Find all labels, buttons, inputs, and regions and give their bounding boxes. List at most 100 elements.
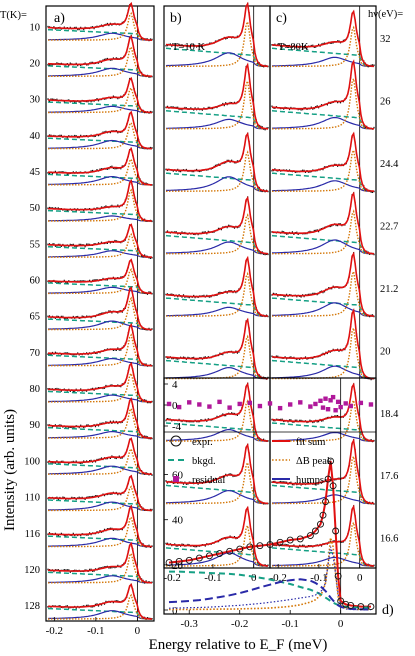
panel-c-hump-3 [272, 239, 375, 255]
panel-c-ab-peak-1 [272, 76, 374, 130]
panel-d-data-point-4 [205, 552, 213, 560]
panel-b-bkgd-6 [165, 422, 268, 442]
panel-d-series-humps [168, 578, 372, 611]
panel-c-ab-peak-2 [272, 148, 374, 192]
panel-a-bkgd-14 [47, 535, 152, 548]
panel-d-x-tick-label-1: -0.2 [231, 618, 248, 630]
panel-c-fit-8 [271, 504, 375, 567]
panel-d-legend-label-4: residual [192, 475, 225, 486]
panel-b-ab-peak-8 [166, 523, 268, 567]
panel-d-data-point-20 [327, 457, 335, 465]
panel-d-data-point-10 [266, 541, 274, 548]
panel-d-residual-point-9 [257, 403, 263, 409]
panel-b-x-tick-label-1: -0.1 [204, 572, 221, 584]
panel-b-bkgd-7 [165, 484, 269, 505]
panel-a-bkgd-1 [47, 65, 152, 78]
panel-a-bkgd-6 [47, 245, 152, 258]
panel-a-fit-3 [47, 110, 152, 150]
panel-a-fit-16 [47, 583, 152, 620]
panel-d-residual-point-23 [335, 399, 341, 405]
panel-a-hump-11 [48, 431, 152, 439]
panel-c-bkgd-5 [271, 359, 375, 380]
panel-b-ab-peak-7 [166, 460, 268, 505]
panel-a-series-label-8: 65 [30, 312, 41, 323]
panel-b-bkgd-4 [165, 297, 268, 317]
panel-d-residual-point-11 [277, 405, 283, 411]
panel-a-fit-14 [48, 504, 153, 548]
panel-d-residual-point-27 [358, 400, 364, 406]
panel-b-ab-peak-6 [166, 399, 268, 442]
panel-c-ab-peak-0 [272, 25, 374, 68]
panel-b-fit-0 [165, 1, 269, 68]
panel-d-data-point-27 [357, 603, 365, 611]
panel-d-res-tick-label-2: 4 [172, 379, 178, 391]
panel-a-fit-12 [47, 437, 152, 475]
panel-c-bkgd-6 [271, 422, 374, 442]
panel-a-fit-0 [47, 1, 152, 41]
panel-a-ab-peak-16 [48, 593, 152, 620]
panel-a-fit-4 [47, 147, 152, 186]
panel-d-data-point-17 [319, 511, 327, 519]
panel-d-data-point-28 [367, 603, 375, 611]
panel-c-ab-peak-4 [272, 269, 374, 317]
panel-d-label: d) [382, 603, 394, 618]
panel-d-data-point-5 [216, 550, 223, 558]
panel-a-hump-6 [48, 250, 152, 258]
panel-c-hump-4 [271, 302, 374, 317]
panel-c-hump-0 [271, 56, 374, 67]
panel-a-series-label-15: 120 [24, 565, 40, 576]
panel-d-data-point-0 [165, 559, 173, 567]
panel-d-residual-point-14 [308, 404, 313, 409]
panel-c-frame [269, 5, 377, 569]
panel-c-series-label-8: 16.6 [380, 534, 398, 545]
panel-a-fit-13 [47, 474, 153, 512]
panel-c-hump-1 [271, 116, 374, 130]
panel-a-hump-4 [47, 176, 152, 186]
panel-a: 10 20 30 40 45 50 55 60 65 70 80 90 100 110 116 120 128 -… [24, 1, 155, 637]
panel-c-series-label-6: 18.4 [380, 409, 399, 420]
panel-d-x-tick-label-3: 0 [338, 618, 344, 630]
panel-c-ab-peak-6 [272, 398, 374, 442]
panel-a-series-label-11: 90 [30, 420, 41, 431]
panel-a-series-label-14: 116 [25, 529, 40, 540]
panel-d-series-fit-sum [168, 460, 371, 608]
panel-b-bkgd-1 [165, 110, 268, 130]
panel-d-data-point-12 [286, 536, 294, 544]
panel-a-series-label-1: 20 [30, 58, 41, 69]
panel-a-series-label-5: 50 [30, 203, 41, 214]
panel-b-fit-6 [165, 382, 269, 442]
panel-a-frame [45, 5, 155, 622]
panel-b-hump-8 [165, 552, 268, 567]
panel-a-hump-12 [48, 465, 152, 475]
panel-a-hump-8 [48, 320, 152, 331]
panel-d-data-point-21 [329, 482, 337, 490]
panel-d-residual-point-16 [318, 398, 323, 403]
panel-a-ab-peak-4 [48, 157, 152, 186]
panel-a-x-tick-label-2: 0 [135, 625, 141, 637]
panel-a-bkgd-7 [47, 282, 153, 295]
panel-a-hump-5 [48, 215, 153, 222]
panel-d-res-tick-label-1: 0 [172, 400, 178, 412]
panel-d-series-humps-2 [168, 546, 371, 611]
panel-a-ab-peak-0 [48, 11, 152, 41]
panel-b-label: b) [170, 11, 182, 26]
panel-d-data-point-3 [195, 554, 203, 562]
panel-a-ab-peak-14 [48, 515, 152, 548]
panel-d-residual-point-7 [237, 401, 242, 407]
panel-d-legend-symbol-0 [170, 435, 182, 447]
panel-b-hump-5 [165, 366, 269, 380]
panel-d-data-point-14 [306, 532, 314, 539]
panel-c-fit-6 [271, 382, 375, 442]
panel-d-data-point-15 [311, 527, 319, 535]
panel-d-data-point-25 [342, 600, 350, 608]
panel-c-series-label-1: 26 [380, 97, 391, 108]
panel-a-fit-6 [47, 223, 153, 258]
panel-d-residual-point-22 [333, 408, 338, 413]
panel-a-series-label-2: 30 [30, 95, 41, 106]
panel-a-hump-3 [48, 139, 152, 150]
panel-a-hump-7 [48, 286, 152, 294]
panel-d-residual-point-6 [227, 405, 232, 410]
panel-d-data-point-26 [347, 602, 355, 609]
panel-d-residual-point-3 [197, 402, 202, 407]
